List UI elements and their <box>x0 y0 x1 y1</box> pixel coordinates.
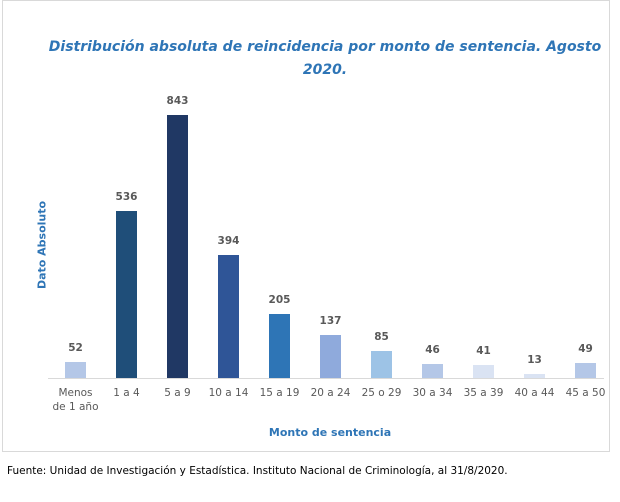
x-tick-label: 30 a 34 <box>412 387 453 399</box>
x-tick-label: Menos de 1 año <box>52 387 99 413</box>
chart-frame <box>2 0 610 452</box>
x-tick-label: 40 a 44 <box>514 387 555 399</box>
x-tick-label: 1 a 4 <box>113 387 140 399</box>
bar <box>371 351 392 378</box>
x-tick-label: 10 a 14 <box>208 387 249 399</box>
value-label: 205 <box>268 294 291 307</box>
x-tick-label: 45 a 50 <box>565 387 606 399</box>
x-tick-label: 5 a 9 <box>164 387 191 399</box>
y-axis-title: Dato Absoluto <box>35 200 49 290</box>
bar <box>575 362 596 378</box>
x-tick-label: 25 o 29 <box>361 387 402 399</box>
bar <box>269 314 290 378</box>
value-label: 394 <box>217 235 240 248</box>
bar <box>473 365 494 378</box>
value-label: 843 <box>166 95 189 107</box>
value-label: 46 <box>425 343 440 356</box>
value-label: 536 <box>115 190 138 203</box>
bar <box>116 210 137 378</box>
x-tick-label: 35 a 39 <box>463 387 504 399</box>
bar <box>524 373 545 378</box>
value-label: 41 <box>476 345 491 358</box>
value-label: 13 <box>527 353 542 366</box>
value-label: 137 <box>319 315 342 328</box>
x-tick-label: 15 a 19 <box>259 387 300 399</box>
source-note: Fuente: Unidad de Investigación y Estadí… <box>7 465 508 477</box>
bar <box>65 361 86 378</box>
bar <box>422 363 443 378</box>
x-tick-label: 20 a 24 <box>310 387 351 399</box>
x-axis-title: Monto de sentencia <box>268 426 392 439</box>
chart-title: Distribución absoluta de reincidencia po… <box>48 39 602 78</box>
bar <box>167 115 188 378</box>
bar <box>218 255 239 378</box>
value-label: 49 <box>578 342 593 355</box>
value-label: 52 <box>68 341 83 354</box>
x-axis-line <box>48 378 604 379</box>
bar <box>320 335 341 378</box>
value-label: 85 <box>374 331 389 344</box>
